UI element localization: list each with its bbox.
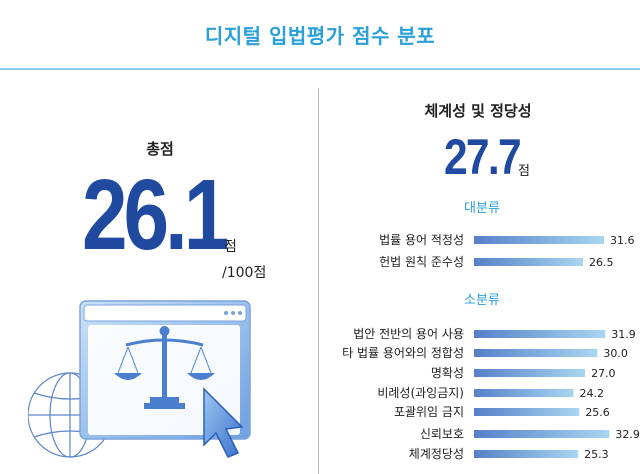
chart-category-label: 법안 전반의 용어 사용 bbox=[353, 327, 464, 341]
cursor-arrow-icon bbox=[203, 387, 244, 458]
chart-bar bbox=[474, 430, 610, 438]
page-title: 디지털 입법평가 점수 분포 bbox=[204, 24, 436, 48]
chart-value-label: 31.6 bbox=[610, 234, 635, 247]
title-divider bbox=[0, 68, 640, 70]
chart-category-label: 법률 용어 적정성 bbox=[379, 233, 464, 247]
total-score-value: 26.1 bbox=[82, 159, 229, 271]
legal-evaluation-illustration bbox=[28, 300, 251, 458]
chart-value-label: 31.9 bbox=[611, 328, 636, 341]
chart-value-label: 26.5 bbox=[589, 256, 614, 269]
chart-category-label: 비례성(과잉금지) bbox=[377, 386, 464, 400]
chart-category-label: 명확성 bbox=[431, 366, 464, 380]
systematic-score-unit: 점 bbox=[518, 164, 530, 179]
chart-category-label: 포괄위임 금지 bbox=[394, 405, 464, 419]
chart-value-label: 25.6 bbox=[585, 406, 610, 419]
total-score-max: /100점 bbox=[222, 265, 267, 281]
chart-value-label: 30.0 bbox=[603, 347, 628, 360]
chart-bar bbox=[474, 330, 606, 338]
chart-category-label: 타 법률 용어와의 정합성 bbox=[342, 346, 464, 360]
systematic-score-label: 체계성 및 정당성 bbox=[424, 102, 532, 120]
chart-bar bbox=[474, 349, 598, 357]
chart-value-label: 27.0 bbox=[591, 367, 616, 380]
total-score-unit: 점 bbox=[224, 239, 237, 255]
chart-category-label: 체계정당성 bbox=[409, 447, 464, 461]
total-score-label: 총점 bbox=[146, 140, 174, 158]
systematic-score-value: 27.7 bbox=[444, 129, 522, 185]
chart-bar bbox=[474, 236, 604, 244]
chart-bar bbox=[474, 369, 586, 377]
column-divider bbox=[318, 88, 319, 474]
chart-category-label: 신뢰보호 bbox=[420, 427, 464, 441]
chart-category-label: 헌법 원칙 준수성 bbox=[379, 255, 464, 269]
chart-bar bbox=[474, 408, 580, 416]
chart-value-label: 24.2 bbox=[580, 387, 605, 400]
chart-group-label: 대분류 bbox=[464, 201, 500, 216]
chart-bar bbox=[474, 258, 584, 266]
chart-group-label: 소분류 bbox=[464, 293, 500, 308]
scales-of-justice-icon bbox=[114, 326, 215, 409]
chart-bar bbox=[474, 389, 574, 397]
chart-value-label: 32.9 bbox=[615, 428, 640, 441]
chart-value-label: 25.3 bbox=[584, 448, 609, 461]
chart-bar bbox=[474, 450, 579, 458]
